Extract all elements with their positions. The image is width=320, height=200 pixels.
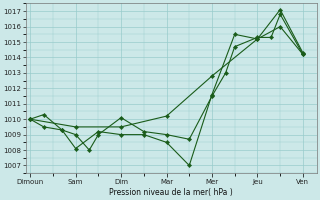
- X-axis label: Pression niveau de la mer( hPa ): Pression niveau de la mer( hPa ): [109, 188, 233, 197]
